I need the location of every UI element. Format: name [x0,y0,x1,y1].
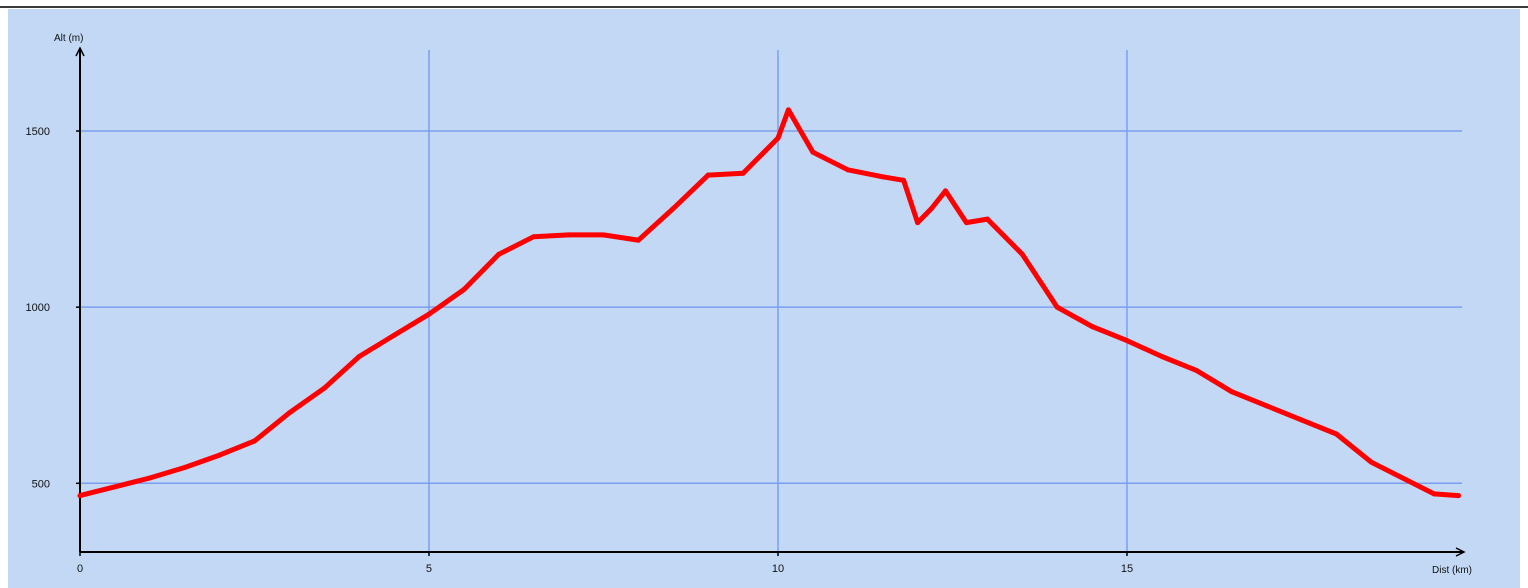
y-axis-arrow [75,46,85,57]
data-point [566,232,572,238]
data-point [217,452,223,458]
data-point [810,149,816,155]
data-point [901,177,907,183]
data-point [740,170,746,176]
x-tick-label-10: 10 [772,563,784,575]
series [77,107,1462,499]
axes [75,46,1466,557]
y-tick-label-1000: 1000 [26,302,50,314]
x-tick-label-15: 15 [1121,563,1133,575]
data-point [635,237,641,243]
data-point [112,484,118,490]
tick-labels: 0 5 10 15 500 1000 1500 [26,126,1134,575]
data-point [1264,403,1270,409]
data-point [915,220,921,226]
x-tick-label-0: 0 [77,563,83,575]
x-axis-arrow [1455,547,1466,557]
data-point [1298,417,1304,423]
data-point [1194,368,1200,374]
data-point [356,353,362,359]
x-tick-label-5: 5 [426,563,432,575]
series-line-0 [77,107,1461,499]
data-point [1368,459,1374,465]
y-axis-title: Alt (m) [54,33,83,44]
data-point [1124,338,1130,344]
data-point [147,475,153,481]
data-point [670,206,676,212]
data-point [1456,493,1462,499]
data-point [286,410,292,416]
data-point [391,332,397,338]
y-tick-label-1500: 1500 [26,126,50,138]
data-point [775,135,781,141]
plot-background [8,9,1520,588]
data-point [963,220,969,226]
top-border [0,0,1528,8]
data-point [984,216,990,222]
data-point [880,174,886,180]
y-tick-label-500: 500 [32,478,50,490]
x-axis-title: Dist (km) [1432,565,1472,576]
data-point [321,385,327,391]
data-point [1333,431,1339,437]
data-point [1431,491,1437,497]
data-point [705,172,711,178]
data-point [845,167,851,173]
data-point [1229,389,1235,395]
data-point [1089,324,1095,330]
data-point [600,232,606,238]
data-point [1019,251,1025,257]
data-point [426,311,432,317]
data-point [496,251,502,257]
grid [80,50,1462,552]
data-point [1159,353,1165,359]
data-point [77,493,83,499]
data-point [531,234,537,240]
data-point [461,287,467,293]
data-point [942,188,948,194]
data-point [785,107,791,113]
data-point [929,206,935,212]
data-point [1403,477,1409,483]
data-point [182,464,188,470]
data-point [251,438,257,444]
data-point [1054,304,1060,310]
